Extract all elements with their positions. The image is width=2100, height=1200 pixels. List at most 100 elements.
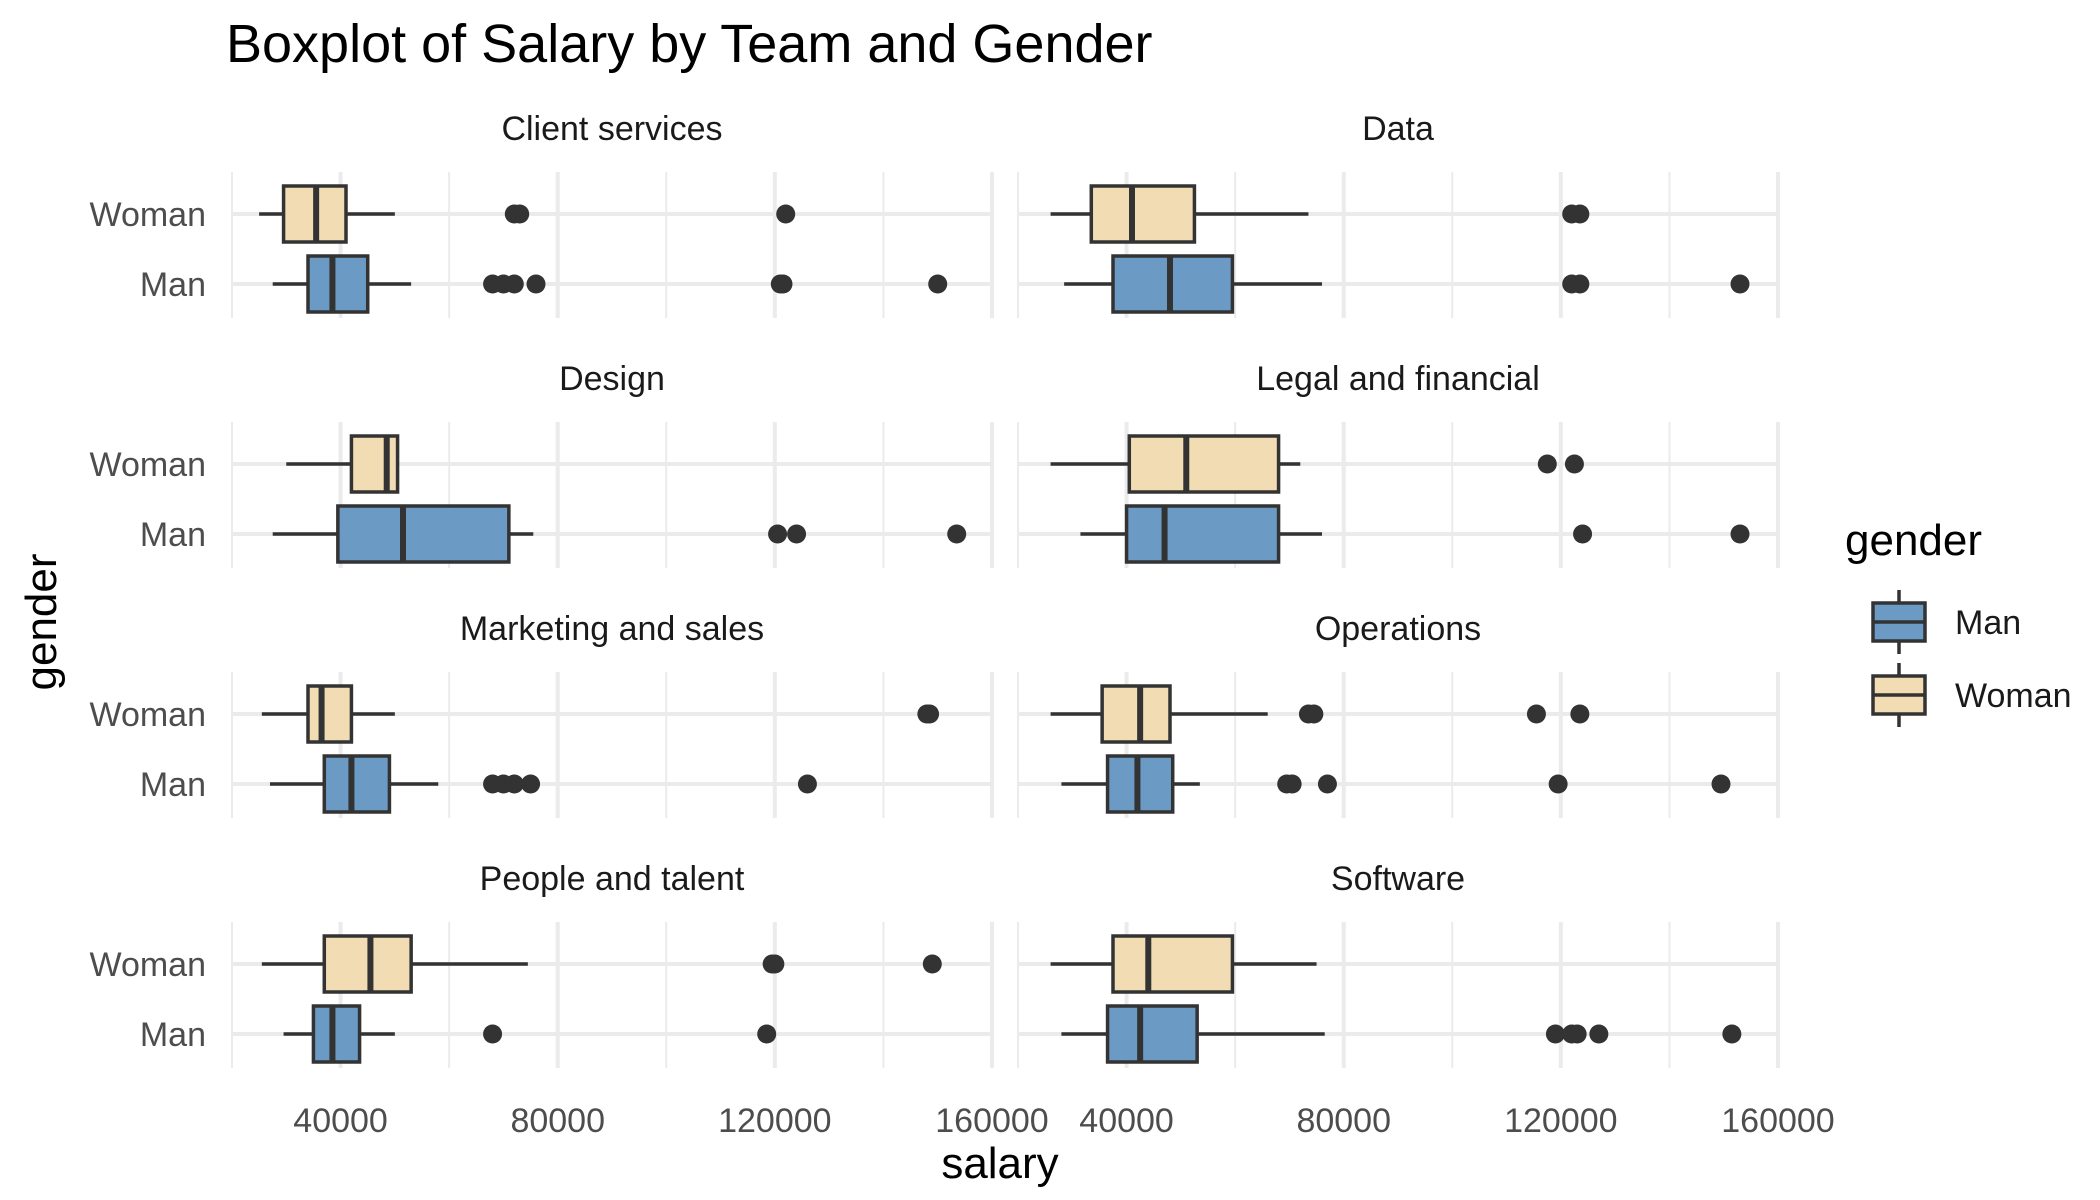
facet-panels: Client servicesWomanManDataDesignWomanMa… [89,110,1834,1140]
y-tick-label-woman: Woman [89,196,206,234]
facet-title: Legal and financial [1256,360,1540,398]
x-axis-title: salary [941,1139,1058,1188]
outlier-point [1570,704,1590,724]
facet-people-and-talent: People and talent Woman Man 40000 80000 12000… [89,860,1048,1140]
outlier-point [1730,524,1750,544]
box-woman [1050,434,1584,494]
legend-title: gender [1845,516,1982,565]
outlier-point [765,954,785,974]
facet-title: Operations [1315,610,1481,648]
outlier-point [1548,774,1568,794]
x-tick-label: 160000 [1721,1102,1834,1140]
box-woman [259,184,796,244]
outlier-point [776,204,796,224]
box-man [1080,504,1750,564]
box-man [1061,754,1731,814]
outlier-point [1567,1024,1587,1044]
interquartile-box [306,254,370,314]
legend-label-woman: Woman [1955,677,2072,715]
facet-marketing-and-sales: Marketing and sales Woman Man [89,610,994,818]
outlier-point [526,274,546,294]
outlier-point [521,774,541,794]
outlier-point [922,954,942,974]
facet-title: Marketing and sales [460,610,764,648]
box-woman [286,434,400,494]
outlier-point [1570,204,1590,224]
box-woman [261,684,940,744]
facet-title: Software [1331,860,1465,898]
outlier-point [510,204,530,224]
outlier-point [773,274,793,294]
x-tick-label: 120000 [1504,1102,1617,1140]
outlier-point [920,704,940,724]
chart-title: Boxplot of Salary by Team and Gender [226,14,1153,74]
outlier-point [797,774,817,794]
y-tick-label-woman: Woman [89,446,206,484]
facet-client-services: Client services Woman Man [89,110,994,318]
box-man [1064,254,1750,314]
legend-key-man [1871,590,1927,654]
facet-design: Design Woman Man [89,360,994,568]
facet-software: Software 40000 80000 120000 160000 [1017,860,1835,1140]
facet-title: People and talent [480,860,745,898]
facet-legal-and-financial: Legal and financial [1017,360,1780,568]
interquartile-box [336,504,511,564]
box-man [270,754,817,814]
interquartile-box [1124,504,1281,564]
interquartile-box [1105,1004,1199,1064]
outlier-point [928,274,948,294]
y-tick-label-man: Man [140,266,206,304]
outlier-point [1317,774,1337,794]
x-tick-label: 160000 [935,1102,1048,1140]
facet-title: Design [559,360,665,398]
box-woman [1050,684,1590,744]
outlier-point [1711,774,1731,794]
box-man [1061,1004,1742,1064]
outlier-point [1282,774,1302,794]
outlier-point [1589,1024,1609,1044]
x-tick-label: 40000 [1079,1102,1174,1140]
y-tick-label-man: Man [140,516,206,554]
outlier-point [504,774,524,794]
x-tick-label: 40000 [293,1102,388,1140]
outlier-point [1722,1024,1742,1044]
interquartile-box [306,684,354,744]
box-man [272,504,967,564]
x-tick-label: 120000 [718,1102,831,1140]
outlier-point [1564,454,1584,474]
outlier-point [1730,274,1750,294]
facet-operations: Operations [1017,610,1780,818]
interquartile-box [1127,434,1281,494]
facet-title: Data [1362,110,1434,148]
legend-key-woman [1871,663,1927,727]
y-tick-label-man: Man [140,766,206,804]
legend-label-man: Man [1955,604,2021,642]
outlier-point [757,1024,777,1044]
interquartile-box [1089,184,1197,244]
y-tick-label-woman: Woman [89,696,206,734]
x-tick-label: 80000 [510,1102,605,1140]
x-tick-label: 80000 [1296,1102,1391,1140]
outlier-point [768,524,788,544]
y-tick-label-man: Man [140,1016,206,1054]
outlier-point [947,524,967,544]
outlier-point [1545,1024,1565,1044]
outlier-point [787,524,807,544]
box-man [283,1004,777,1064]
interquartile-box [322,754,392,814]
legend: gender Man Woman [1845,516,2072,727]
box-woman [261,934,942,994]
outlier-point [1573,524,1593,544]
outlier-point [1570,274,1590,294]
interquartile-box [1111,934,1235,994]
facet-title: Client services [501,110,722,148]
box-woman [1050,934,1317,994]
interquartile-box [349,434,400,494]
interquartile-box [1100,684,1172,744]
outlier-point [504,274,524,294]
y-tick-label-woman: Woman [89,946,206,984]
interquartile-box [311,1004,362,1064]
outlier-point [1304,704,1324,724]
outlier-point [483,1024,503,1044]
